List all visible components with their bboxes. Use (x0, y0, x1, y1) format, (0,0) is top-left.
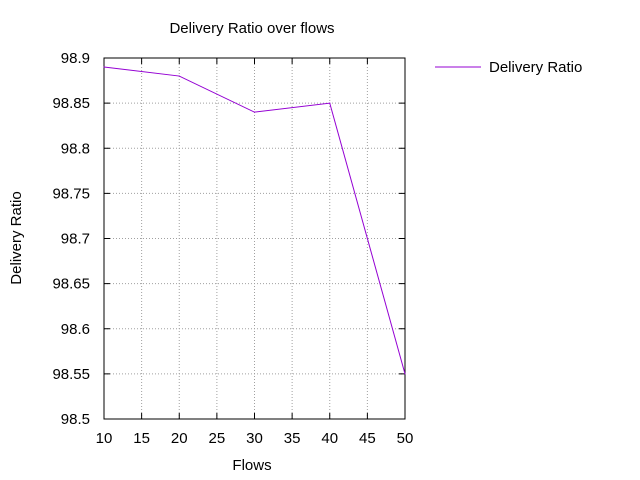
data-point (404, 373, 406, 375)
y-tick-label: 98.9 (61, 50, 90, 67)
y-axis-label: Delivery Ratio (8, 191, 25, 284)
x-tick-label: 45 (359, 430, 376, 447)
x-tick-label: 50 (397, 430, 414, 447)
y-tick-label: 98.6 (61, 321, 90, 338)
data-point (178, 75, 180, 77)
x-axis-label: Flows (232, 457, 271, 474)
data-point (253, 111, 256, 113)
y-tick-label: 98.7 (61, 231, 90, 248)
y-tick-label: 98.5 (61, 411, 90, 428)
y-axis-tick-labels: 98.5 98.55 98.6 98.65 98.7 98.75 98.8 98.85 98.9 (52, 50, 90, 428)
data-point (329, 102, 331, 104)
legend: Delivery Ratio (435, 59, 582, 76)
data-point (103, 66, 105, 68)
x-axis-tick-labels: 10 15 20 25 30 35 40 45 50 (96, 430, 414, 447)
x-tick-label: 40 (321, 430, 338, 447)
y-tick-label: 98.85 (52, 95, 90, 112)
x-tick-label: 25 (209, 430, 226, 447)
chart-title: Delivery Ratio over flows (169, 20, 334, 37)
x-tick-label: 35 (284, 430, 301, 447)
x-tick-label: 20 (171, 430, 188, 447)
y-tick-label: 98.65 (52, 276, 90, 293)
x-tick-label: 10 (96, 430, 113, 447)
y-tick-label: 98.55 (52, 366, 90, 383)
legend-label-delivery-ratio: Delivery Ratio (489, 59, 582, 76)
x-tick-label: 30 (246, 430, 263, 447)
y-tick-label: 98.75 (52, 185, 90, 202)
x-tick-label: 15 (133, 430, 150, 447)
grid (104, 58, 405, 419)
series-layer (103, 66, 406, 375)
y-tick-label: 98.8 (61, 140, 90, 157)
axis-ticks (103, 57, 406, 420)
